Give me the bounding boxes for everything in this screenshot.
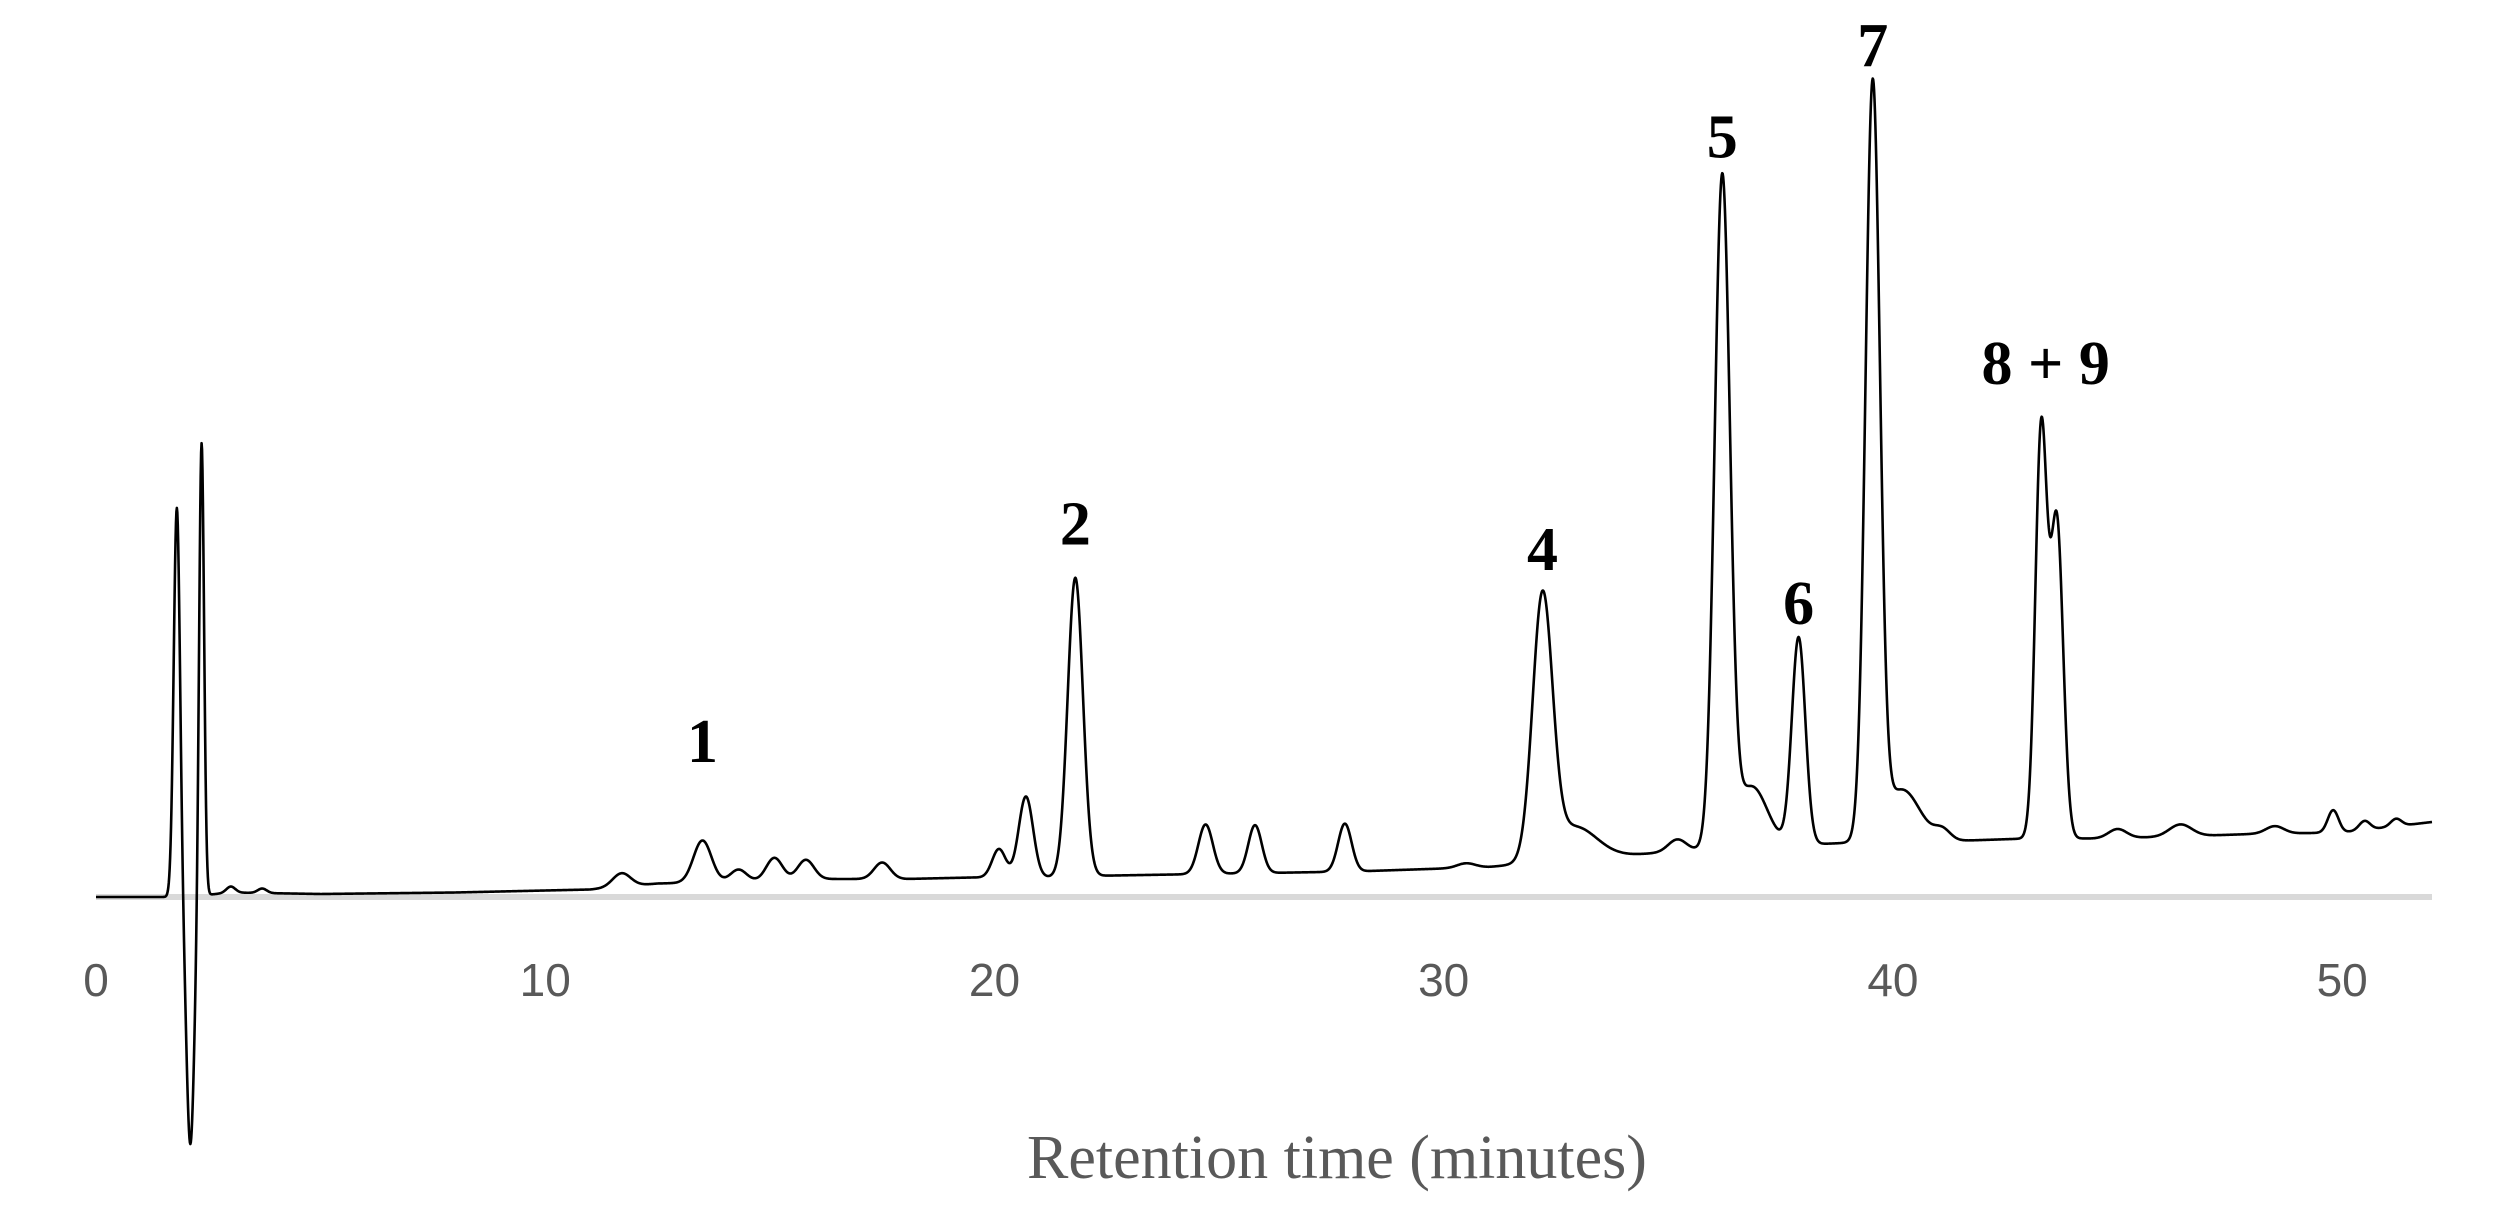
x-tick-label: 40 [1867,954,1918,1006]
x-axis-title: Retention time (minutes) [1027,1124,1647,1192]
x-tick-label: 30 [1418,954,1469,1006]
peak-label: 6 [1783,570,1814,638]
peak-label: 1 [687,708,718,776]
peak-label: 7 [1857,12,1888,80]
x-tick-labels: 0 10 20 30 40 50 [83,954,2368,1006]
x-tick-label: 10 [520,954,571,1006]
peak-label: 5 [1707,104,1738,172]
chromatogram-trace [95,77,2433,1146]
x-tick-label: 0 [83,954,109,1006]
x-tick-label: 20 [969,954,1020,1006]
peak-label: 4 [1527,516,1558,584]
peak-label: 8 + 9 [1981,330,2109,398]
peak-labels: 1 2 4 5 6 7 8 + 9 [687,12,2110,776]
x-tick-label: 50 [2317,954,2368,1006]
peak-label: 2 [1060,491,1091,559]
